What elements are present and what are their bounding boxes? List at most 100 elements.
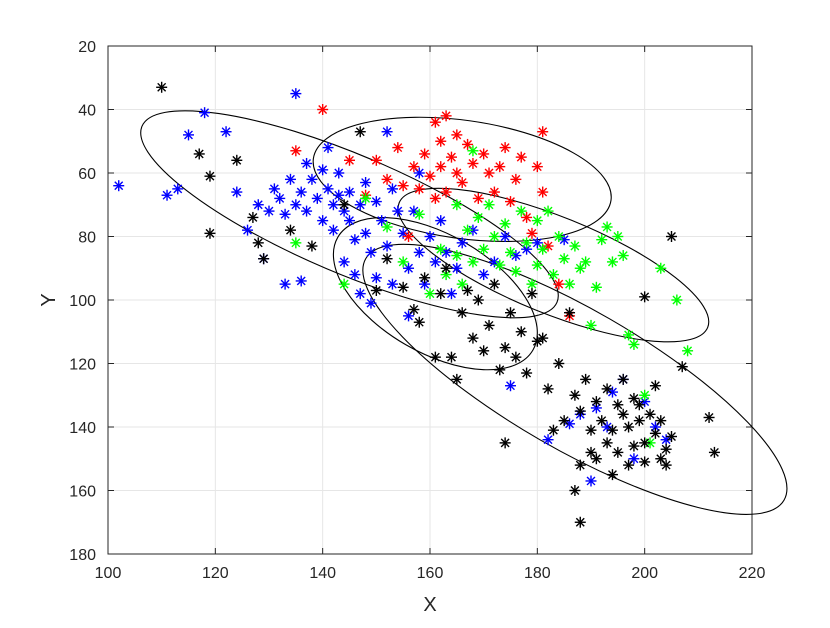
cluster-ellipse xyxy=(362,243,788,515)
data-point-series-1 xyxy=(429,256,441,268)
data-point-series-1 xyxy=(199,107,211,119)
data-point-series-3 xyxy=(435,243,447,255)
data-point-series-4 xyxy=(440,262,452,274)
data-point-series-4 xyxy=(381,253,393,265)
data-point-series-4 xyxy=(204,227,216,239)
data-point-series-3 xyxy=(499,218,511,230)
y-tick-label: 140 xyxy=(69,420,96,437)
data-point-series-4 xyxy=(628,392,640,404)
data-point-series-3 xyxy=(510,265,522,277)
data-point-series-3 xyxy=(671,294,683,306)
data-point-series-3 xyxy=(451,199,463,211)
data-point-series-4 xyxy=(231,154,243,166)
data-point-series-4 xyxy=(306,240,318,252)
data-point-series-3 xyxy=(381,221,393,233)
data-point-series-2 xyxy=(440,110,452,122)
data-point-series-1 xyxy=(451,262,463,274)
data-point-series-1 xyxy=(322,183,334,195)
y-tick-label: 80 xyxy=(78,230,96,247)
data-point-series-3 xyxy=(558,253,570,265)
data-point-series-1 xyxy=(274,192,286,204)
data-point-series-2 xyxy=(510,173,522,185)
data-point-series-2 xyxy=(451,167,463,179)
data-point-series-3 xyxy=(537,243,549,255)
data-point-series-4 xyxy=(494,364,506,376)
data-point-series-1 xyxy=(381,240,393,252)
data-point-series-4 xyxy=(338,199,350,211)
data-point-series-4 xyxy=(515,326,527,338)
data-point-series-2 xyxy=(505,196,516,208)
data-point-series-1 xyxy=(301,205,313,217)
data-point-series-4 xyxy=(644,408,656,420)
data-point-series-4 xyxy=(639,437,651,449)
data-point-series-1 xyxy=(505,380,516,392)
data-point-series-1 xyxy=(478,269,490,281)
data-point-series-4 xyxy=(204,170,216,182)
data-point-series-4 xyxy=(596,415,608,427)
data-point-series-2 xyxy=(435,161,447,173)
points-group xyxy=(113,81,720,528)
data-point-series-3 xyxy=(488,231,500,242)
data-point-series-4 xyxy=(462,284,474,296)
data-point-series-3 xyxy=(397,256,409,268)
data-point-series-4 xyxy=(435,288,447,300)
data-point-series-1 xyxy=(456,237,468,249)
data-point-series-2 xyxy=(429,116,441,128)
data-point-series-4 xyxy=(370,284,382,296)
data-point-series-2 xyxy=(429,192,441,204)
data-point-series-4 xyxy=(445,351,457,363)
data-point-series-2 xyxy=(478,148,490,160)
data-point-series-1 xyxy=(499,231,511,242)
data-point-series-1 xyxy=(413,246,425,258)
x-tick-label: 160 xyxy=(417,565,444,582)
data-point-series-2 xyxy=(494,161,506,173)
data-point-series-1 xyxy=(344,215,355,227)
x-axis-label: X xyxy=(423,594,436,616)
data-point-series-1 xyxy=(344,186,355,198)
data-point-series-1 xyxy=(242,224,254,236)
tick-group: 100 120 140 160 180 200 220 20 40 60 80 100 120 140 16… xyxy=(69,39,765,582)
data-point-series-1 xyxy=(338,256,350,268)
data-point-series-4 xyxy=(601,437,613,449)
data-point-series-3 xyxy=(628,338,640,350)
data-point-series-2 xyxy=(419,148,431,160)
data-point-series-1 xyxy=(113,180,125,192)
x-tick-label: 180 xyxy=(524,565,551,582)
data-point-series-3 xyxy=(547,269,559,281)
data-point-series-2 xyxy=(344,154,355,166)
data-point-series-4 xyxy=(612,399,624,411)
data-point-series-1 xyxy=(542,434,554,446)
data-point-series-2 xyxy=(537,186,549,198)
cluster-ellipse xyxy=(397,187,710,343)
data-point-series-1 xyxy=(445,288,457,300)
data-point-series-4 xyxy=(623,421,635,433)
data-point-series-1 xyxy=(290,88,302,100)
data-point-series-3 xyxy=(639,389,651,401)
data-point-series-1 xyxy=(295,275,307,287)
data-point-series-1 xyxy=(354,288,366,300)
data-point-series-2 xyxy=(392,142,404,154)
data-point-series-2 xyxy=(488,186,500,198)
data-point-series-1 xyxy=(365,297,377,309)
data-point-series-4 xyxy=(472,294,484,306)
data-point-series-2 xyxy=(472,192,484,204)
x-tick-label: 140 xyxy=(309,565,336,582)
data-point-series-1 xyxy=(386,183,398,195)
data-point-series-4 xyxy=(601,383,613,395)
data-point-series-1 xyxy=(301,157,313,169)
data-point-series-2 xyxy=(424,170,436,182)
data-point-series-4 xyxy=(247,211,259,223)
data-point-series-1 xyxy=(349,269,361,281)
data-point-series-2 xyxy=(397,180,409,192)
data-point-series-2 xyxy=(553,278,565,290)
data-point-series-1 xyxy=(311,192,323,204)
data-point-series-1 xyxy=(306,173,318,185)
data-point-series-1 xyxy=(386,278,398,290)
data-point-series-1 xyxy=(183,129,194,141)
data-point-series-4 xyxy=(193,148,205,160)
data-point-series-1 xyxy=(322,142,334,154)
data-point-series-4 xyxy=(499,437,511,449)
data-point-series-4 xyxy=(483,319,495,331)
